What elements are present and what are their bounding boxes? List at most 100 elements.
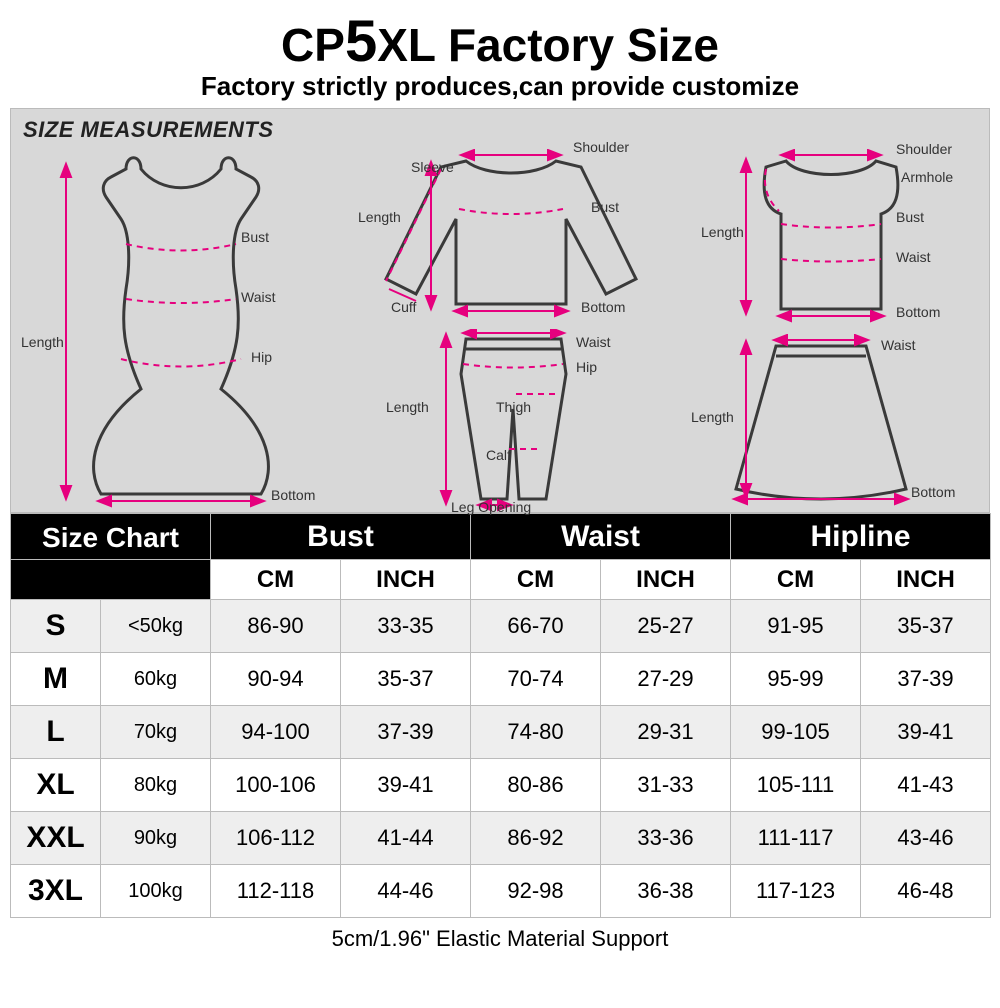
skirt-bottom-label: Bottom: [911, 484, 955, 500]
bust-in-cell: 39-41: [341, 759, 471, 812]
th-hip-cm: CM: [731, 560, 861, 600]
skirt-length-label: Length: [691, 409, 734, 425]
size-cell: M: [11, 653, 101, 706]
tank-length-label: Length: [701, 224, 744, 240]
waist-cm-cell: 66-70: [471, 600, 601, 653]
pants-hip-label: Hip: [576, 359, 597, 375]
tank-waist-label: Waist: [896, 249, 930, 265]
waist-in-cell: 36-38: [601, 865, 731, 918]
th-waist: Waist: [471, 514, 731, 560]
skirt-waist-label: Waist: [881, 337, 915, 353]
size-cell: 3XL: [11, 865, 101, 918]
table-row: M60kg90-9435-3770-7427-2995-9937-39: [11, 653, 991, 706]
weight-cell: <50kg: [101, 600, 211, 653]
size-measurements-box: SIZE MEASUREMENTS: [10, 108, 990, 513]
tank-shoulder-label: Shoulder: [896, 141, 952, 157]
bust-in-cell: 37-39: [341, 706, 471, 759]
weight-cell: 90kg: [101, 812, 211, 865]
waist-in-cell: 29-31: [601, 706, 731, 759]
weight-cell: 60kg: [101, 653, 211, 706]
measurements-title: SIZE MEASUREMENTS: [23, 117, 274, 143]
pants-thigh-label: Thigh: [496, 399, 531, 415]
bust-cm-cell: 100-106: [211, 759, 341, 812]
ls-sleeve-label: Sleeve: [411, 159, 454, 175]
bust-cm-cell: 94-100: [211, 706, 341, 759]
dress-bottom-label: Bottom: [271, 487, 315, 503]
waist-cm-cell: 92-98: [471, 865, 601, 918]
bust-cm-cell: 90-94: [211, 653, 341, 706]
waist-cm-cell: 80-86: [471, 759, 601, 812]
size-cell: XXL: [11, 812, 101, 865]
ls-length-label: Length: [358, 209, 401, 225]
dress-diagram-icon: [31, 149, 331, 509]
th-bust: Bust: [211, 514, 471, 560]
size-cell: L: [11, 706, 101, 759]
dress-waist-label: Waist: [241, 289, 275, 305]
page-title: CP5XL Factory Size: [10, 8, 990, 75]
dress-hip-label: Hip: [251, 349, 272, 365]
pants-calf-label: Calf: [486, 447, 511, 463]
title-suffix: XL Factory Size: [377, 19, 719, 71]
waist-cm-cell: 74-80: [471, 706, 601, 759]
waist-cm-cell: 86-92: [471, 812, 601, 865]
bust-in-cell: 35-37: [341, 653, 471, 706]
ls-cuff-label: Cuff: [391, 299, 416, 315]
footer-note: 5cm/1.96" Elastic Material Support: [10, 926, 990, 952]
tank-bottom-label: Bottom: [896, 304, 940, 320]
hip-in-cell: 35-37: [861, 600, 991, 653]
page-subtitle: Factory strictly produces,can provide cu…: [10, 71, 990, 102]
hip-in-cell: 43-46: [861, 812, 991, 865]
table-row: S<50kg86-9033-3566-7025-2791-9535-37: [11, 600, 991, 653]
bust-in-cell: 44-46: [341, 865, 471, 918]
dress-bust-label: Bust: [241, 229, 269, 245]
hip-in-cell: 37-39: [861, 653, 991, 706]
title-prefix: CP: [281, 19, 345, 71]
bust-in-cell: 41-44: [341, 812, 471, 865]
bust-cm-cell: 86-90: [211, 600, 341, 653]
pants-length-label: Length: [386, 399, 429, 415]
waist-in-cell: 27-29: [601, 653, 731, 706]
th-bust-in: INCH: [341, 560, 471, 600]
bust-in-cell: 33-35: [341, 600, 471, 653]
table-row: XL80kg100-10639-4180-8631-33105-11141-43: [11, 759, 991, 812]
hip-cm-cell: 117-123: [731, 865, 861, 918]
pants-legopen-label: Leg Opening: [451, 499, 531, 515]
table-row: L70kg94-10037-3974-8029-3199-10539-41: [11, 706, 991, 759]
bust-cm-cell: 112-118: [211, 865, 341, 918]
title-big-digit: 5: [345, 9, 377, 74]
size-chart-table: Size Chart Bust Waist Hipline CM INCH CM…: [10, 513, 991, 918]
pants-waist-label: Waist: [576, 334, 610, 350]
table-header-row: Size Chart Bust Waist Hipline: [11, 514, 991, 560]
ls-bust-label: Bust: [591, 199, 619, 215]
page-root: CP5XL Factory Size Factory strictly prod…: [0, 8, 1000, 952]
th-bust-cm: CM: [211, 560, 341, 600]
waist-in-cell: 25-27: [601, 600, 731, 653]
size-cell: XL: [11, 759, 101, 812]
hip-cm-cell: 111-117: [731, 812, 861, 865]
th-waist-in: INCH: [601, 560, 731, 600]
hip-cm-cell: 99-105: [731, 706, 861, 759]
table-unit-row: CM INCH CM INCH CM INCH: [11, 560, 991, 600]
waist-cm-cell: 70-74: [471, 653, 601, 706]
hip-cm-cell: 91-95: [731, 600, 861, 653]
weight-cell: 70kg: [101, 706, 211, 759]
hip-cm-cell: 95-99: [731, 653, 861, 706]
table-row: XXL90kg106-11241-4486-9233-36111-11743-4…: [11, 812, 991, 865]
hip-in-cell: 39-41: [861, 706, 991, 759]
hip-cm-cell: 105-111: [731, 759, 861, 812]
tank-armhole-label: Armhole: [901, 169, 953, 185]
th-hip-in: INCH: [861, 560, 991, 600]
bust-cm-cell: 106-112: [211, 812, 341, 865]
hip-in-cell: 46-48: [861, 865, 991, 918]
hip-in-cell: 41-43: [861, 759, 991, 812]
table-body: S<50kg86-9033-3566-7025-2791-9535-37M60k…: [11, 600, 991, 918]
weight-cell: 100kg: [101, 865, 211, 918]
pants-diagram-icon: [411, 329, 621, 514]
th-size-chart: Size Chart: [11, 514, 211, 560]
ls-bottom-label: Bottom: [581, 299, 625, 315]
dress-length-label: Length: [21, 334, 64, 350]
waist-in-cell: 33-36: [601, 812, 731, 865]
th-size-chart-text: Size Chart: [11, 522, 210, 552]
tank-bust-label: Bust: [896, 209, 924, 225]
th-hipline: Hipline: [731, 514, 991, 560]
